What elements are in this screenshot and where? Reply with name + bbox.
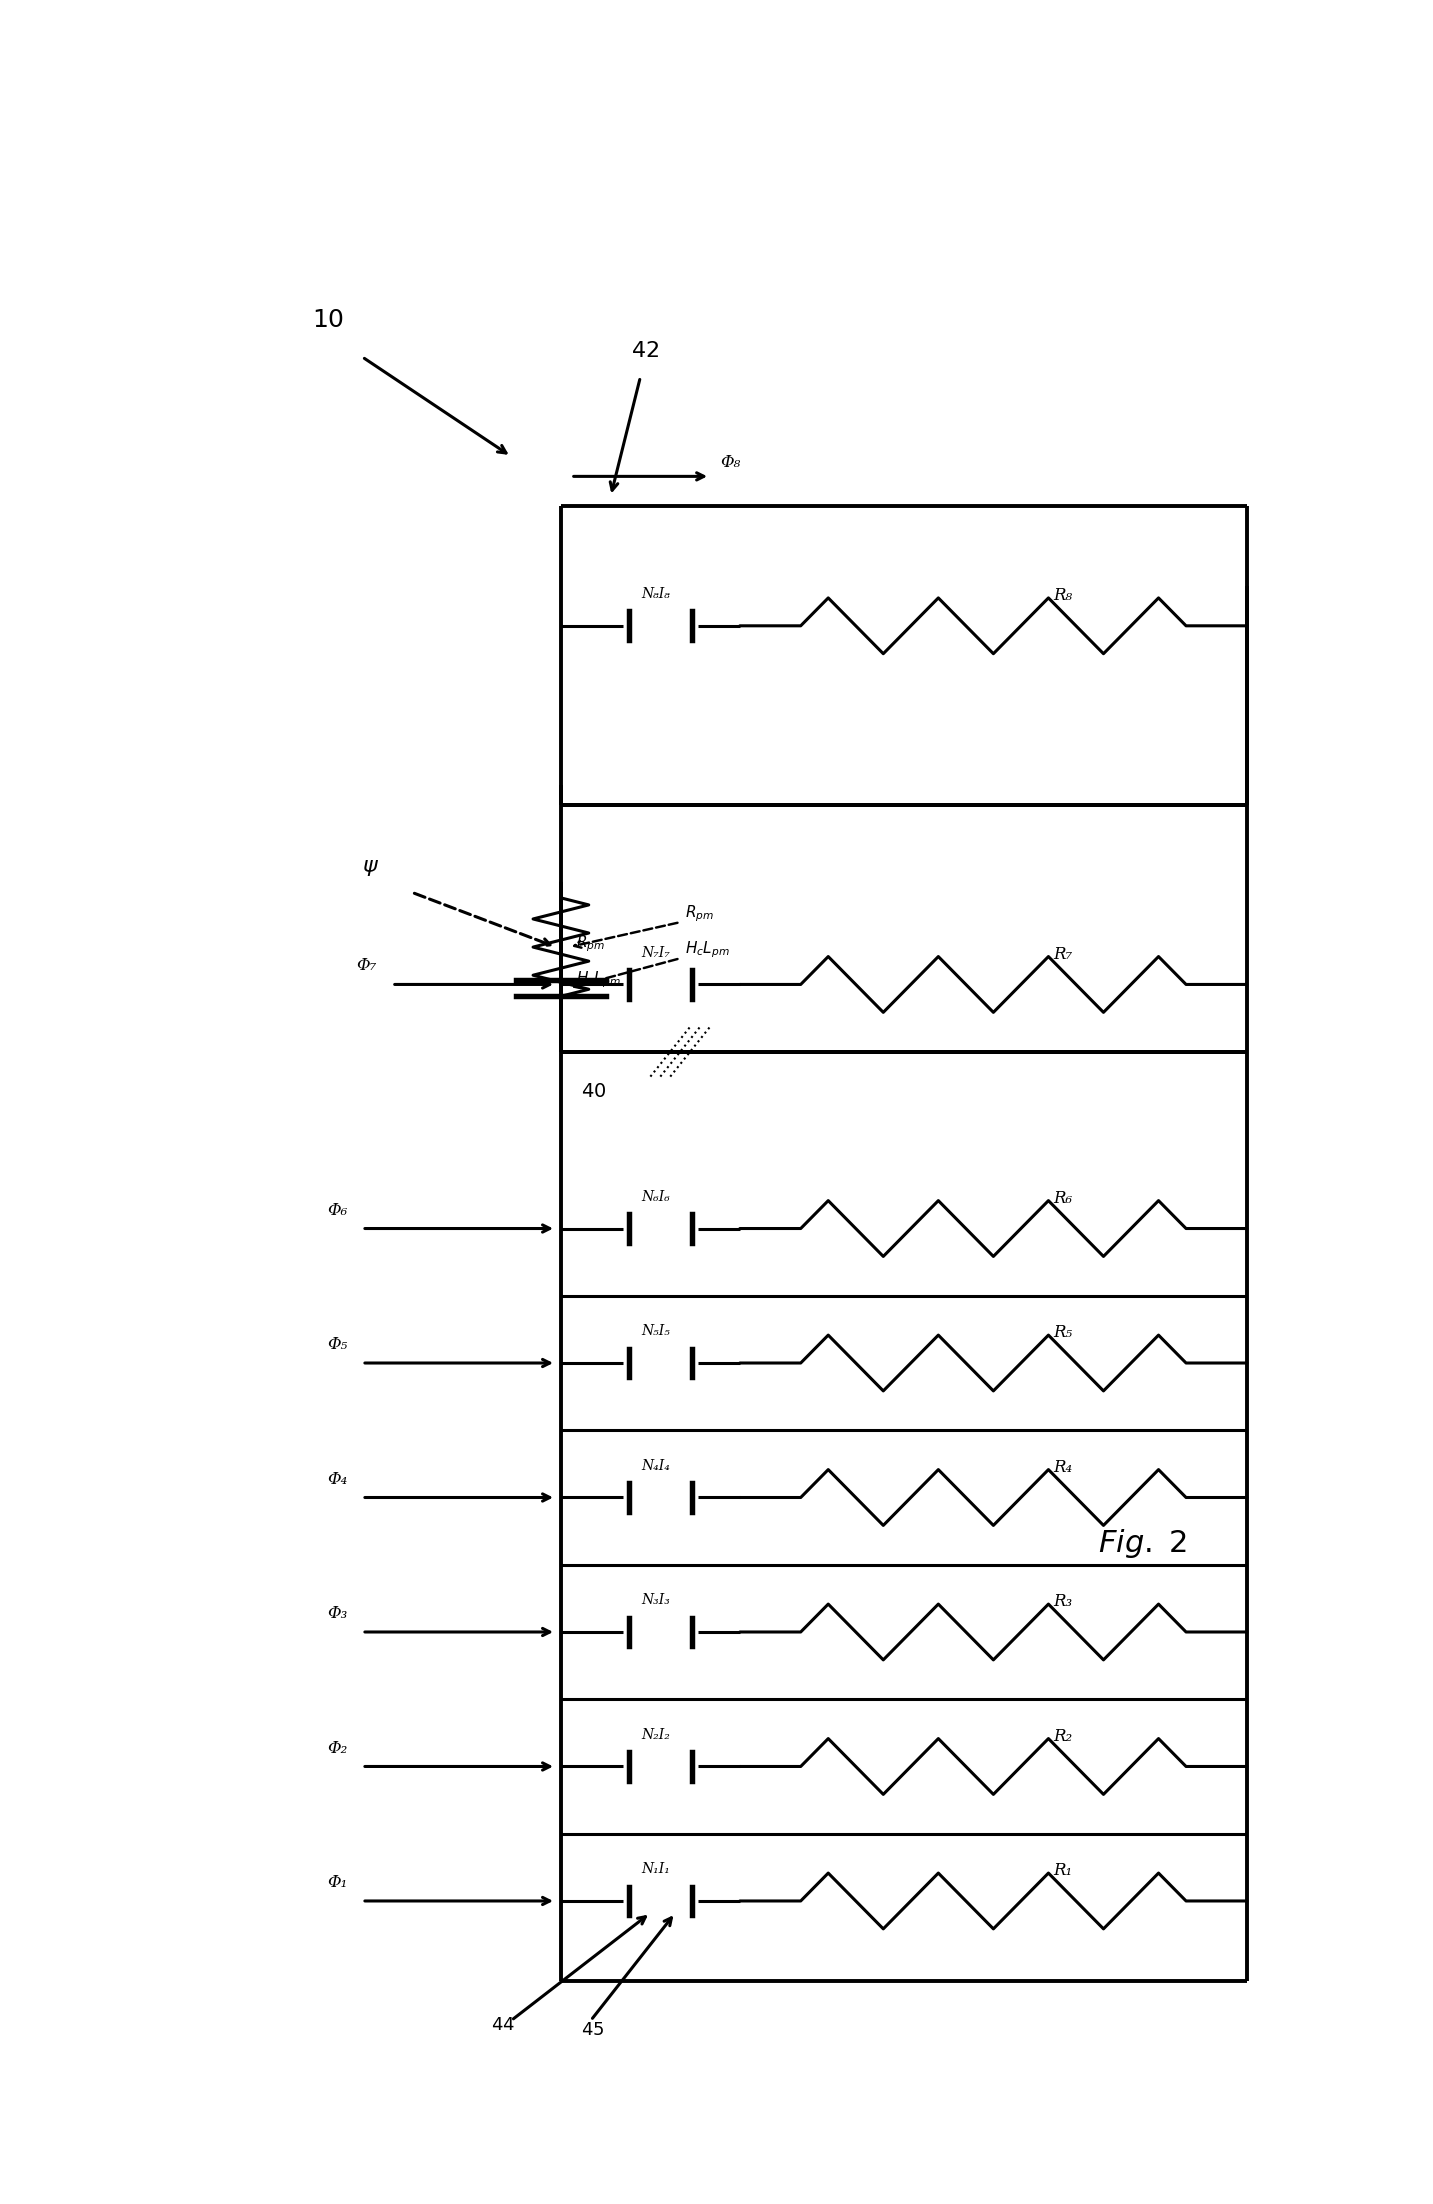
Text: R₁: R₁ (1053, 1862, 1072, 1880)
Text: $\psi$: $\psi$ (363, 857, 380, 879)
Text: $H_cL_{pm}$: $H_cL_{pm}$ (576, 970, 620, 990)
Text: R₆: R₆ (1053, 1190, 1072, 1206)
Text: N₁I₁: N₁I₁ (641, 1862, 669, 1876)
Text: N₄I₄: N₄I₄ (641, 1459, 669, 1472)
Text: N₃I₃: N₃I₃ (641, 1593, 669, 1607)
Text: N₈I₈: N₈I₈ (641, 586, 669, 602)
Text: R₃: R₃ (1053, 1593, 1072, 1611)
Text: $R_{pm}$: $R_{pm}$ (576, 932, 605, 954)
Text: R₈: R₈ (1053, 586, 1072, 604)
Text: $10$: $10$ (312, 309, 344, 333)
Text: $\mathit{Fig.}\ \mathit{2}$: $\mathit{Fig.}\ \mathit{2}$ (1098, 1527, 1187, 1560)
Text: $40$: $40$ (580, 1082, 606, 1100)
Text: Φ₁: Φ₁ (327, 1873, 347, 1891)
Text: Φ₈: Φ₈ (719, 454, 741, 472)
Text: N₅I₅: N₅I₅ (641, 1325, 669, 1338)
Text: $H_cL_{pm}$: $H_cL_{pm}$ (685, 939, 729, 961)
Text: $44$: $44$ (492, 2017, 516, 2034)
Text: R₄: R₄ (1053, 1459, 1072, 1477)
Text: Φ₇: Φ₇ (357, 957, 377, 974)
Text: R₇: R₇ (1053, 946, 1072, 963)
Text: N₂I₂: N₂I₂ (641, 1728, 669, 1741)
Text: Φ₅: Φ₅ (327, 1336, 347, 1353)
Text: Φ₆: Φ₆ (327, 1201, 347, 1219)
Text: R₅: R₅ (1053, 1325, 1072, 1340)
Text: Φ₄: Φ₄ (327, 1470, 347, 1488)
Text: R₂: R₂ (1053, 1728, 1072, 1746)
Text: Φ₂: Φ₂ (327, 1739, 347, 1757)
Text: $45$: $45$ (580, 2021, 605, 2039)
Text: N₇I₇: N₇I₇ (641, 946, 669, 959)
Text: N₆I₆: N₆I₆ (641, 1190, 669, 1203)
Text: $42$: $42$ (631, 339, 659, 361)
Text: $R_{pm}$: $R_{pm}$ (685, 904, 714, 923)
Text: Φ₃: Φ₃ (327, 1605, 347, 1622)
